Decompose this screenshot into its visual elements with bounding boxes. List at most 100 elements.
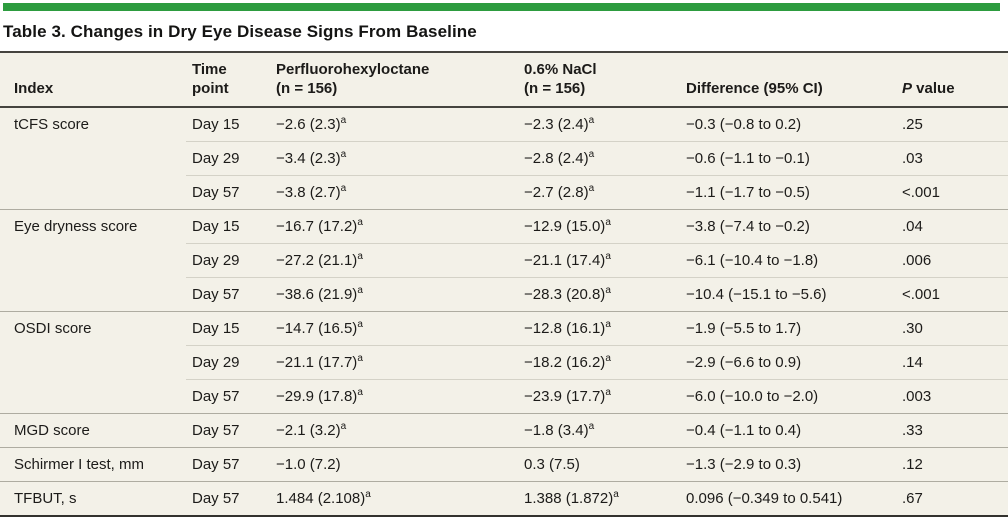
perfluorohexyloctane-value-cell: −1.0 (7.2) xyxy=(270,447,518,482)
p-value-cell: <.001 xyxy=(896,175,1008,210)
perfluorohexyloctane-value-cell: −21.1 (17.7)a xyxy=(270,345,518,380)
column-header-p-value-label: P value xyxy=(902,80,955,97)
column-header-perfluorohexyloctane: Perfluorohexyloctane (n = 156) xyxy=(270,52,518,108)
nacl-value-cell-text: 1.388 (1.872) xyxy=(524,490,614,507)
table-row: Day 57 −38.6 (21.9)a −28.3 (20.8)a −10.4 (−… xyxy=(0,277,1008,312)
time-point-cell-text: Day 15 xyxy=(192,320,240,337)
p-value-cell-text: .006 xyxy=(902,252,932,269)
perfluorohexyloctane-value-cell-text: −14.7 (16.5) xyxy=(276,320,358,337)
difference-cell-text: −0.6 (−1.1 to −0.1) xyxy=(686,150,810,167)
perfluorohexyloctane-value-cell-text: −2.6 (2.3) xyxy=(276,116,341,133)
p-value-cell-text: .04 xyxy=(902,218,923,235)
footnote-marker: a xyxy=(365,489,371,500)
index-cell: tCFS score xyxy=(0,107,186,142)
nacl-value-cell: −12.9 (15.0)a xyxy=(518,209,680,244)
perfluorohexyloctane-value-cell-text: −3.4 (2.3) xyxy=(276,150,341,167)
table-row: Day 29 −21.1 (17.7)a −18.2 (16.2)a −2.9 (−6… xyxy=(0,345,1008,380)
column-header-pfhx-line1: Perfluorohexyloctane xyxy=(276,61,430,78)
perfluorohexyloctane-value-cell-text: −2.1 (3.2) xyxy=(276,422,341,439)
difference-cell-text: −2.9 (−6.6 to 0.9) xyxy=(686,354,802,371)
nacl-value-cell: −2.8 (2.4)a xyxy=(518,141,680,176)
nacl-value-cell: −1.8 (3.4)a xyxy=(518,413,680,448)
p-value-cell: .12 xyxy=(896,447,1008,482)
p-value-cell: .003 xyxy=(896,379,1008,414)
header-row: Index Time point Perfluorohexyloctane (n… xyxy=(0,52,1008,108)
time-point-cell: Day 57 xyxy=(186,175,270,210)
difference-cell-text: −6.0 (−10.0 to −2.0) xyxy=(686,388,819,405)
nacl-value-cell: 1.388 (1.872)a xyxy=(518,481,680,516)
table-body: tCFS score Day 15 −2.6 (2.3)a −2.3 (2.4)a −0… xyxy=(0,107,1008,516)
perfluorohexyloctane-value-cell: 1.484 (2.108)a xyxy=(270,481,518,516)
nacl-value-cell: 0.3 (7.5) xyxy=(518,447,680,482)
column-header-difference: Difference (95% CI) xyxy=(680,52,896,108)
footnote-marker: a xyxy=(357,387,363,398)
time-point-cell: Day 15 xyxy=(186,209,270,244)
difference-cell: −3.8 (−7.4 to −0.2) xyxy=(680,209,896,244)
footnote-marker: a xyxy=(340,183,347,194)
p-value-cell-text: .14 xyxy=(902,354,923,371)
table-row: Day 29 −3.4 (2.3)a −2.8 (2.4)a −0.6 (−1.1 t… xyxy=(0,141,1008,176)
column-header-nacl: 0.6% NaCl (n = 156) xyxy=(518,52,680,108)
perfluorohexyloctane-value-cell: −3.8 (2.7)a xyxy=(270,175,518,210)
p-value-cell-text: <.001 xyxy=(902,286,940,303)
difference-cell: 0.096 (−0.349 to 0.541) xyxy=(680,481,896,516)
index-cell-text: Eye dryness score xyxy=(14,218,138,236)
footnote-marker: a xyxy=(357,353,363,364)
time-point-cell-text: Day 57 xyxy=(192,422,240,439)
index-cell xyxy=(0,175,186,210)
table-row: MGD score Day 57 −2.1 (3.2)a −1.8 (3.4)a −0.… xyxy=(0,413,1008,448)
p-value-cell: .30 xyxy=(896,311,1008,346)
index-cell xyxy=(0,277,186,312)
footnote-marker: a xyxy=(357,285,363,296)
time-point-cell-text: Day 29 xyxy=(192,150,240,167)
difference-cell-text: 0.096 (−0.349 to 0.541) xyxy=(686,490,843,507)
difference-cell-text: −0.3 (−0.8 to 0.2) xyxy=(686,116,802,133)
perfluorohexyloctane-value-cell-text: −29.9 (17.8) xyxy=(276,388,358,405)
index-cell xyxy=(0,141,186,176)
column-header-p-value: P value xyxy=(896,52,1008,108)
difference-cell-text: −1.1 (−1.7 to −0.5) xyxy=(686,184,810,201)
index-cell xyxy=(0,345,186,380)
difference-cell-text: −1.3 (−2.9 to 0.3) xyxy=(686,456,802,473)
time-point-cell-text: Day 57 xyxy=(192,286,240,303)
time-point-cell: Day 15 xyxy=(186,107,270,142)
accent-bar xyxy=(3,3,1000,11)
index-cell-text: tCFS score xyxy=(14,116,90,134)
difference-cell: −1.3 (−2.9 to 0.3) xyxy=(680,447,896,482)
column-header-index: Index xyxy=(0,52,186,108)
nacl-value-cell: −2.7 (2.8)a xyxy=(518,175,680,210)
column-header-nacl-line2: (n = 156) xyxy=(524,80,586,97)
p-value-cell: <.001 xyxy=(896,277,1008,312)
nacl-value-cell-text: −28.3 (20.8) xyxy=(524,286,606,303)
difference-cell: −2.9 (−6.6 to 0.9) xyxy=(680,345,896,380)
column-header-pfhx-line2: (n = 156) xyxy=(276,80,338,97)
index-cell xyxy=(0,243,186,278)
nacl-value-cell-text: −21.1 (17.4) xyxy=(524,252,606,269)
time-point-cell-text: Day 57 xyxy=(192,490,240,507)
difference-cell-text: −0.4 (−1.1 to 0.4) xyxy=(686,422,802,439)
table-header: Index Time point Perfluorohexyloctane (n… xyxy=(0,52,1008,108)
perfluorohexyloctane-value-cell-text: −3.8 (2.7) xyxy=(276,184,341,201)
index-cell: MGD score xyxy=(0,413,186,448)
p-value-cell: .33 xyxy=(896,413,1008,448)
nacl-value-cell: −28.3 (20.8)a xyxy=(518,277,680,312)
footnote-marker: a xyxy=(588,115,595,126)
time-point-cell-text: Day 15 xyxy=(192,218,240,235)
footnote-marker: a xyxy=(357,217,363,228)
footnote-marker: a xyxy=(605,353,611,364)
time-point-cell: Day 57 xyxy=(186,277,270,312)
perfluorohexyloctane-value-cell: −27.2 (21.1)a xyxy=(270,243,518,278)
p-value-cell: .14 xyxy=(896,345,1008,380)
difference-cell: −0.3 (−0.8 to 0.2) xyxy=(680,107,896,142)
difference-cell: −1.1 (−1.7 to −0.5) xyxy=(680,175,896,210)
column-header-index-label: Index xyxy=(14,80,54,97)
footnote-marker: a xyxy=(357,319,363,330)
nacl-value-cell-text: −12.9 (15.0) xyxy=(524,218,606,235)
nacl-value-cell-text: −2.7 (2.8) xyxy=(524,184,589,201)
difference-cell: −0.4 (−1.1 to 0.4) xyxy=(680,413,896,448)
table-row: tCFS score Day 15 −2.6 (2.3)a −2.3 (2.4)a −0… xyxy=(0,107,1008,142)
perfluorohexyloctane-value-cell: −3.4 (2.3)a xyxy=(270,141,518,176)
nacl-value-cell: −12.8 (16.1)a xyxy=(518,311,680,346)
time-point-cell-text: Day 29 xyxy=(192,252,240,269)
p-value-cell-text: .12 xyxy=(902,456,923,473)
